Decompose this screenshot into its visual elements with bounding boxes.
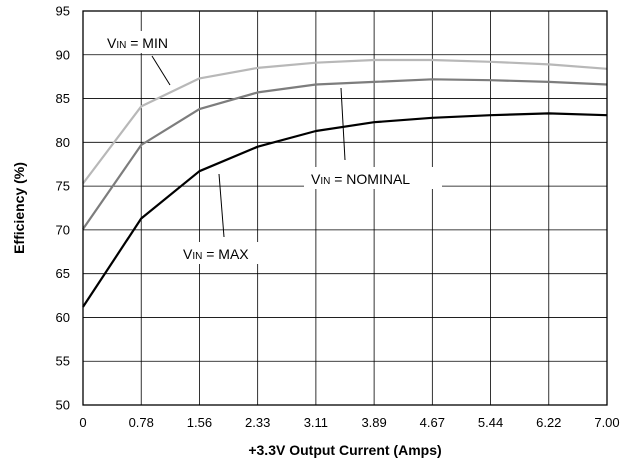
x-tick-label: 4.67: [420, 415, 445, 430]
y-tick-label: 80: [56, 135, 70, 150]
y-tick-label: 65: [56, 266, 70, 281]
annotation-bg-min: [102, 31, 196, 53]
y-axis-title: Efficiency (%): [11, 162, 27, 254]
annotation-vin-max: VIN = MAX: [183, 246, 249, 262]
annotation-bg-max: [178, 242, 270, 264]
x-tick-labels: 0 0.78 1.56 2.33 3.11 3.89 4.67 5.44 6.22 7.00: [79, 415, 619, 430]
annotation-vin-nominal-sub: IN: [320, 176, 330, 187]
annotation-vin-max-v: V: [183, 246, 193, 262]
y-tick-label: 85: [56, 91, 70, 106]
y-tick-label: 75: [56, 179, 70, 194]
x-tick-label: 3.11: [304, 415, 328, 430]
y-tick-labels: 50 55 60 65 70 75 80 85 90 95: [56, 4, 70, 413]
annotation-vin-nominal: VIN = NOMINAL: [311, 171, 410, 187]
x-tick-label: 0.78: [129, 415, 154, 430]
x-tick-label: 6.22: [536, 415, 561, 430]
annotation-leader-max: [218, 173, 225, 238]
annotation-vin-nominal-rest: = NOMINAL: [330, 171, 410, 187]
annotation-vin-min-v: V: [107, 35, 117, 51]
annotation-bg-nominal: [304, 167, 442, 189]
annotation-vin-min-rest: = MIN: [126, 35, 168, 51]
annotation-vin-max-sub: IN: [192, 251, 202, 262]
annotation-leader-min: [151, 55, 171, 86]
x-tick-label: 3.89: [361, 415, 386, 430]
annotation-vin-min: VIN = MIN: [107, 35, 168, 51]
series-line-vin-max: [82, 112, 608, 308]
x-tick-label: 5.44: [478, 415, 503, 430]
series-line-vin-min: [82, 58, 608, 185]
x-axis-title: +3.3V Output Current (Amps): [248, 442, 441, 458]
plot-frame: [82, 10, 608, 406]
y-tick-label: 55: [56, 354, 70, 369]
annotation-leader-nominal: [340, 87, 346, 161]
series-line-vin-nominal: [82, 78, 608, 230]
x-tick-label: 7.00: [594, 415, 619, 430]
x-tick-label: 0: [79, 415, 86, 430]
annotation-vin-max-rest: = MAX: [202, 246, 249, 262]
y-tick-label: 50: [56, 398, 70, 413]
annotation-vin-nominal-v: V: [311, 171, 321, 187]
y-tick-label: 90: [56, 47, 70, 62]
y-tick-label: 70: [56, 222, 70, 237]
annotation-vin-min-sub: IN: [116, 40, 126, 51]
x-tick-label: 2.33: [245, 415, 270, 430]
y-tick-label: 60: [56, 310, 70, 325]
x-tick-label: 1.56: [187, 415, 212, 430]
y-tick-label: 95: [56, 4, 70, 19]
series-lines: [82, 58, 608, 308]
